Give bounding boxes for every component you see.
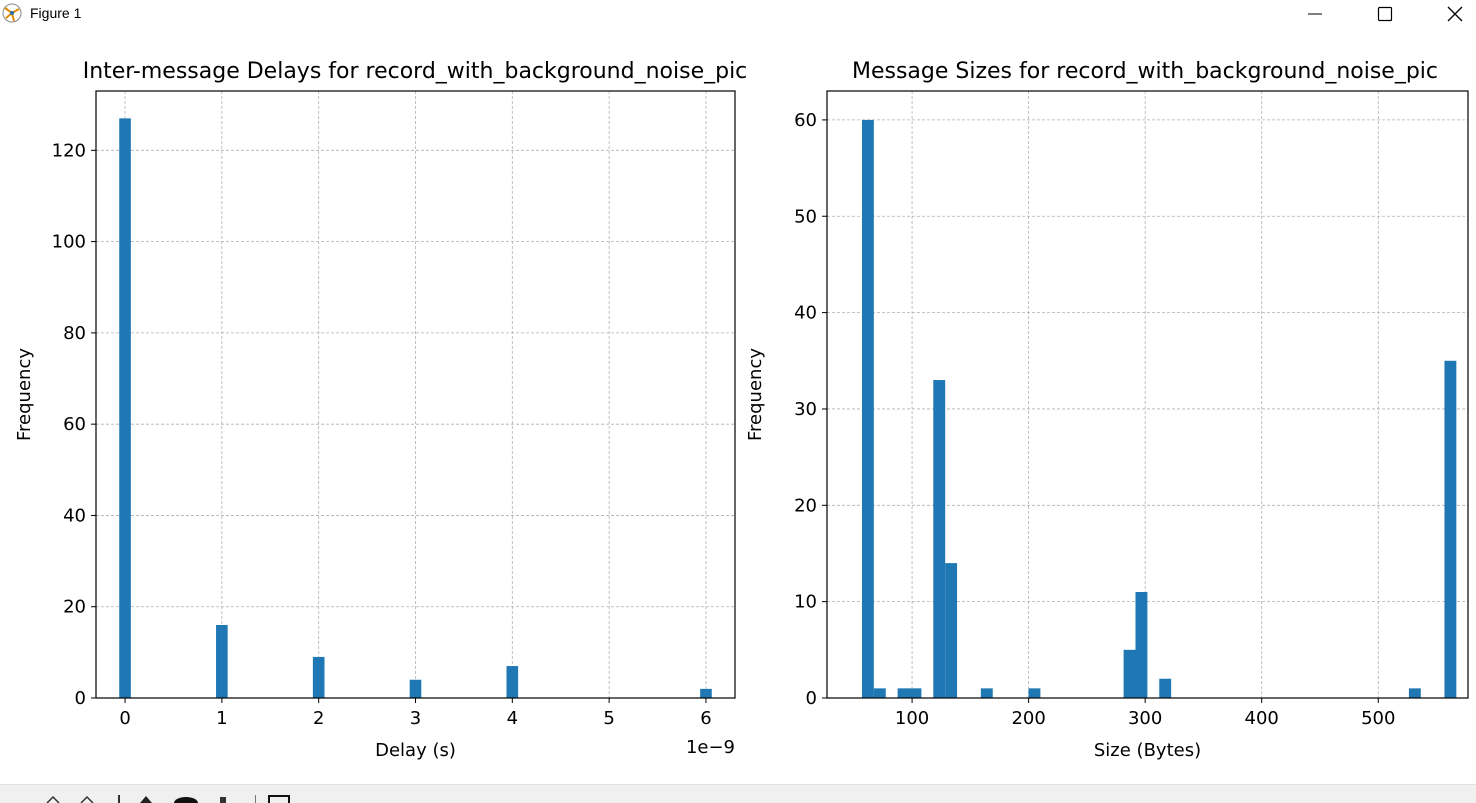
- histogram-bar: [1408, 688, 1421, 698]
- x-tick-label: 500: [1361, 708, 1395, 729]
- y-axis-label: Frequency: [14, 348, 35, 441]
- x-tick-label: 5: [603, 708, 614, 729]
- y-tick-label: 60: [794, 110, 817, 131]
- figure-canvas: 0 1 2 3 4 5 6 0 20 40 60 80 100 120 Inter-message Dela…: [0, 34, 1476, 784]
- histogram-bar: [980, 688, 993, 698]
- window-title: Figure 1: [30, 5, 82, 21]
- histogram-bar: [409, 679, 422, 698]
- toolbar-separator: [255, 795, 256, 803]
- x-tick-label: 3: [410, 708, 421, 729]
- histogram-bar: [933, 380, 946, 698]
- histogram-bar: [873, 688, 886, 698]
- minimize-button[interactable]: [1292, 0, 1338, 28]
- x-offset-text: 1e−9: [686, 737, 735, 758]
- x-axis-label: Size (Bytes): [1094, 740, 1201, 761]
- histogram-bar: [312, 656, 325, 698]
- maximize-icon: [1377, 6, 1393, 22]
- chart-title: Inter-message Delays for record_with_bac…: [83, 59, 748, 84]
- chart-title: Message Sizes for record_with_background…: [852, 59, 1438, 84]
- maximize-button[interactable]: [1362, 0, 1408, 28]
- close-button[interactable]: [1432, 0, 1476, 28]
- histogram-bar: [1444, 360, 1457, 698]
- histogram-bar: [506, 666, 519, 698]
- x-axis-label: Delay (s): [375, 740, 456, 761]
- y-tick-label: 0: [806, 688, 817, 709]
- y-tick-label: 30: [794, 399, 817, 420]
- y-tick-label: 20: [794, 495, 817, 516]
- y-tick-label: 40: [794, 303, 817, 324]
- y-tick-label: 50: [794, 206, 817, 227]
- y-tick-label: 10: [794, 592, 817, 613]
- forward-icon[interactable]: [118, 795, 122, 803]
- x-tick-label: 100: [895, 708, 929, 729]
- histogram-bar: [216, 624, 228, 698]
- histogram-bar: [909, 688, 922, 698]
- y-tick-label: 60: [63, 414, 86, 435]
- x-tick-label: 400: [1245, 708, 1279, 729]
- x-tick-label: 6: [700, 708, 711, 729]
- y-tick-label: 40: [63, 505, 86, 526]
- configure-icon[interactable]: [218, 795, 230, 803]
- home-icon[interactable]: [46, 795, 60, 803]
- chart-1: [91, 90, 736, 703]
- axes-frame: [826, 90, 1469, 699]
- x-tick-label: 4: [507, 708, 518, 729]
- x-tick-label: 0: [119, 708, 130, 729]
- y-tick-label: 20: [63, 597, 86, 618]
- histogram-bar: [700, 688, 712, 698]
- x-tick-label: 2: [313, 708, 324, 729]
- histogram-bar: [945, 563, 958, 698]
- save-icon[interactable]: [268, 795, 292, 803]
- x-tick-label: 1: [216, 708, 227, 729]
- app-icon: [2, 3, 22, 23]
- x-tick-label: 300: [1128, 708, 1162, 729]
- window-titlebar: Figure 1: [0, 0, 1476, 34]
- y-tick-label: 120: [52, 140, 86, 161]
- histogram-bar: [1135, 592, 1148, 698]
- y-tick-label: 0: [75, 688, 86, 709]
- back-icon[interactable]: [80, 795, 94, 803]
- histogram-bar: [1028, 688, 1041, 698]
- histogram-bar: [1159, 678, 1172, 698]
- minimize-icon: [1308, 13, 1322, 15]
- y-tick-label: 100: [52, 232, 86, 253]
- x-tick-label: 200: [1011, 708, 1045, 729]
- histogram-bar: [861, 119, 874, 698]
- y-axis-label: Frequency: [745, 348, 766, 441]
- chart-2: [822, 90, 1469, 703]
- pan-icon[interactable]: [138, 795, 154, 803]
- navigation-toolbar: [0, 784, 1476, 803]
- histogram-bar: [1123, 649, 1136, 698]
- histogram-bar: [897, 688, 910, 698]
- close-icon: [1447, 6, 1463, 22]
- histogram-bar: [119, 118, 131, 698]
- y-tick-label: 80: [63, 323, 86, 344]
